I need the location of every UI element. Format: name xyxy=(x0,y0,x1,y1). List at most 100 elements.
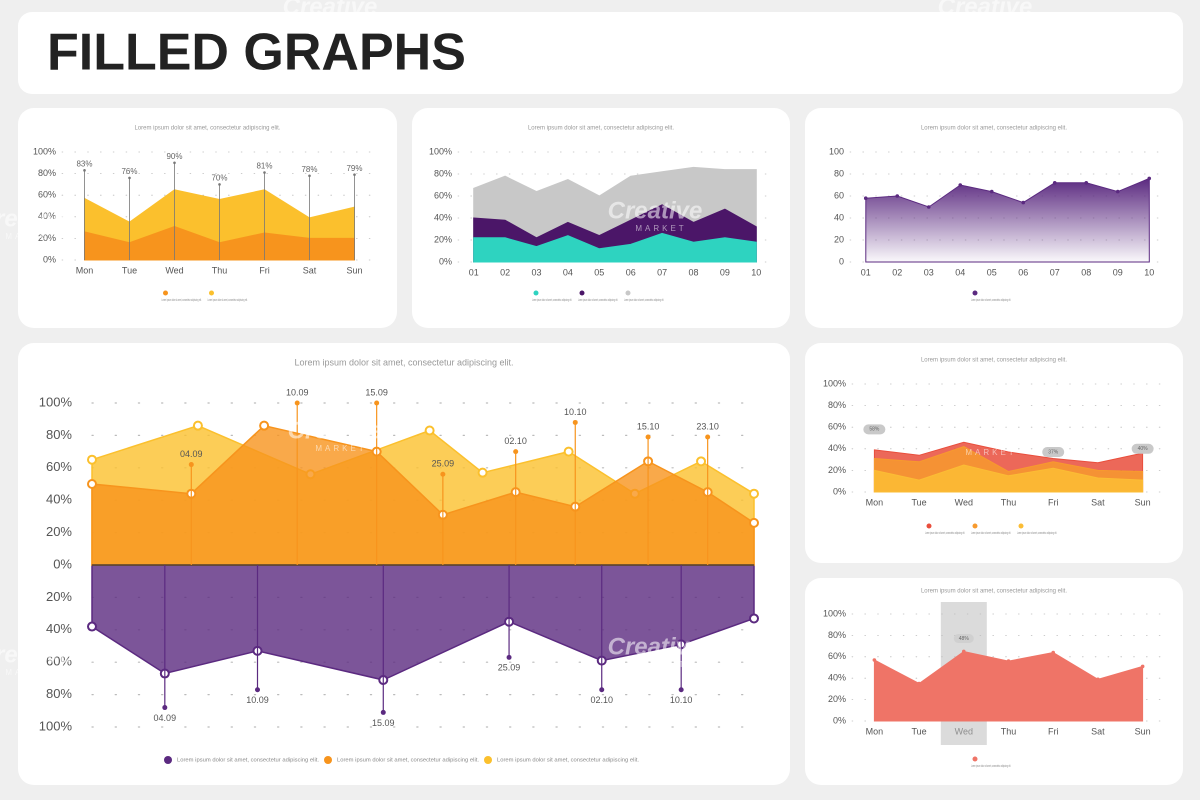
legend-label: Lorem ipsum dolor sit amet, consectetur … xyxy=(532,297,572,302)
legend-dot xyxy=(972,523,978,529)
pin-label: 79% xyxy=(346,164,362,173)
pin-label: 25.09 xyxy=(498,663,521,673)
x-tick-label: Thu xyxy=(1001,497,1017,507)
pin-head xyxy=(218,183,221,186)
x-tick-label: Sun xyxy=(346,265,362,275)
x-tick-label: Thu xyxy=(212,265,228,275)
legend-dot xyxy=(163,290,168,296)
watermark: Creative xyxy=(938,0,1033,20)
y-tick-label: 40% xyxy=(434,212,452,222)
marker xyxy=(749,613,759,624)
pin-head xyxy=(645,434,651,440)
area xyxy=(473,232,757,263)
watermark: Creative xyxy=(608,633,703,660)
y-tick-label: 40% xyxy=(46,492,72,507)
marker xyxy=(1052,181,1057,185)
y-tick-label: 20% xyxy=(828,694,846,704)
y-tick-label: 0% xyxy=(439,256,452,266)
marker xyxy=(87,621,97,632)
pin-head xyxy=(162,705,168,711)
pin-label: 15.09 xyxy=(372,718,395,728)
y-tick-label: 0% xyxy=(833,715,846,725)
pin-label: 23.10 xyxy=(696,421,719,431)
pin-label: 15.09 xyxy=(365,387,388,397)
y-tick-label: 80% xyxy=(434,168,452,178)
y-tick-label: 0% xyxy=(53,556,72,571)
y-tick-label: 40% xyxy=(38,211,56,221)
marker xyxy=(863,196,868,200)
y-tick-label: 40% xyxy=(46,621,72,636)
y-tick-label: 100% xyxy=(39,394,73,409)
x-tick-label: Sat xyxy=(1091,726,1105,736)
watermark-sub: MARKET xyxy=(965,20,1016,29)
marker xyxy=(961,649,966,654)
marker xyxy=(917,681,921,686)
y-tick-label: 60% xyxy=(46,459,72,474)
pin-head xyxy=(440,471,446,477)
x-tick-label: Wed xyxy=(955,497,973,507)
x-tick-label: 07 xyxy=(657,267,667,277)
x-tick-label: 10 xyxy=(751,267,761,277)
watermark: Creative xyxy=(938,421,1033,448)
x-tick-label: 06 xyxy=(626,267,636,277)
y-tick-label: 80% xyxy=(828,400,846,410)
marker xyxy=(872,658,877,662)
legend-dot xyxy=(164,756,172,764)
y-tick-label: 0% xyxy=(43,254,56,264)
pin-label: 02.10 xyxy=(504,436,527,446)
watermark: Creative xyxy=(608,197,703,224)
pin-head xyxy=(83,169,86,172)
callout-pill xyxy=(863,424,886,435)
y-tick-label: 80% xyxy=(46,686,72,701)
pin-label: 81% xyxy=(256,162,272,171)
marker xyxy=(87,454,97,465)
callout-pill xyxy=(1131,443,1154,454)
pin-head xyxy=(705,434,711,440)
pin-head xyxy=(308,174,311,178)
legend-dot xyxy=(1018,523,1024,529)
marker xyxy=(958,183,963,187)
x-tick-label: 06 xyxy=(1018,267,1028,277)
y-tick-label: 80% xyxy=(38,168,56,178)
legend-dot xyxy=(484,756,492,764)
watermark: Creative xyxy=(0,641,72,668)
watermark: Creative xyxy=(0,205,72,232)
watermark-sub: MARKET xyxy=(635,660,686,669)
pin-label: 04.09 xyxy=(180,449,203,459)
y-tick-label: 40% xyxy=(828,443,846,453)
marker xyxy=(1115,189,1120,194)
pin-label: 02.10 xyxy=(590,695,613,705)
highlight-label: 48% xyxy=(959,636,970,642)
chart-subtitle: Lorem ipsum dolor sit amet, consectetur … xyxy=(294,357,513,367)
watermark-sub: MARKET xyxy=(965,448,1016,457)
marker xyxy=(1051,650,1056,655)
x-tick-label: 01 xyxy=(469,267,479,277)
pin-head xyxy=(678,687,684,693)
chart-subtitle: Lorem ipsum dolor sit amet, consectetur … xyxy=(134,126,280,132)
pin-head xyxy=(506,654,512,660)
title-card xyxy=(18,12,1183,94)
x-tick-label: 05 xyxy=(987,267,997,277)
callout-pill xyxy=(1042,447,1065,458)
pin-head xyxy=(572,419,578,425)
legend-label: Lorem ipsum dolor sit amet, consectetur … xyxy=(971,530,1011,535)
x-tick-label: 01 xyxy=(861,267,871,277)
y-tick-label: 20% xyxy=(434,234,452,244)
x-tick-label: 04 xyxy=(563,267,573,277)
x-tick-label: Mon xyxy=(76,265,94,275)
legend-dot xyxy=(324,756,332,764)
x-tick-label: Sun xyxy=(1135,497,1151,507)
chart-subtitle: Lorem ipsum dolor sit amet, consectetur … xyxy=(921,358,1067,364)
x-tick-label: Tue xyxy=(122,265,137,275)
x-tick-label: Sat xyxy=(1091,497,1105,507)
pin-head xyxy=(599,687,605,693)
pin-label: 10.10 xyxy=(670,695,693,705)
pin-head xyxy=(294,400,300,406)
pin-label: 15.10 xyxy=(637,421,660,431)
legend-label: Lorem ipsum dolor sit amet, consectetur … xyxy=(971,763,1011,768)
legend-label: Lorem ipsum dolor sit amet, consectetur … xyxy=(162,297,202,302)
marker xyxy=(1006,659,1011,663)
y-tick-label: 40% xyxy=(828,673,846,683)
x-tick-label: Wed xyxy=(165,265,183,275)
legend-label: Lorem ipsum dolor sit amet, consectetur … xyxy=(337,757,479,763)
